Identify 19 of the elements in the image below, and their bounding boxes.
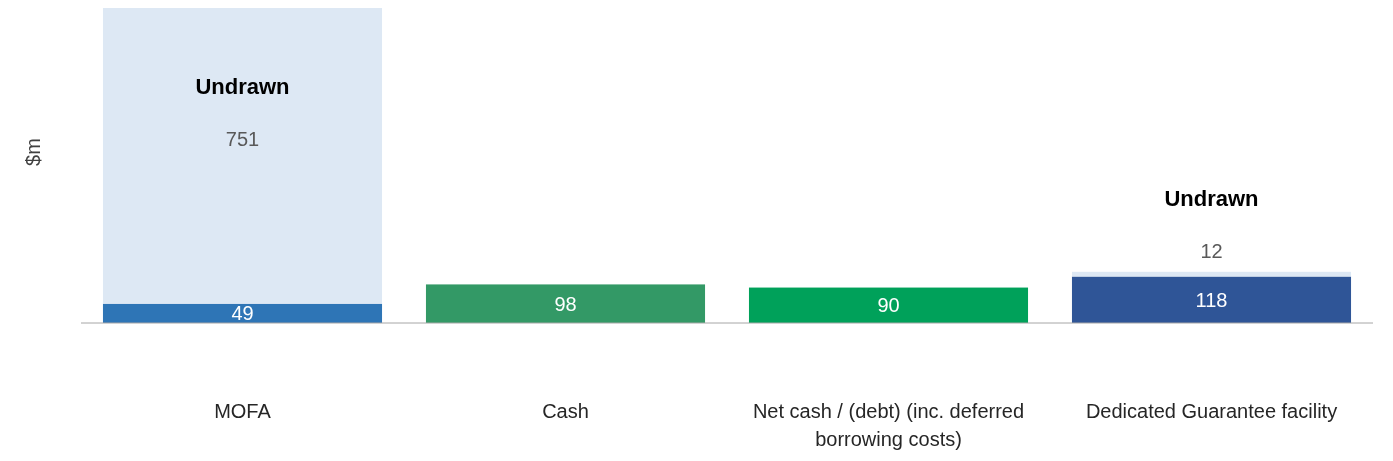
- bar: [102, 8, 383, 304]
- bar: [748, 287, 1029, 323]
- data-label: 98: [554, 292, 577, 315]
- x-tick-label: Cash: [542, 400, 589, 422]
- x-tick-label: MOFA: [214, 400, 272, 422]
- data-label: 49: [231, 302, 254, 325]
- data-label: 118: [1195, 288, 1228, 311]
- bar: [102, 303, 383, 323]
- text: Undrawn: [195, 74, 290, 99]
- data-label: 12: [1200, 239, 1223, 262]
- y-axis-title: $m: [22, 138, 44, 166]
- text: Undrawn: [1164, 185, 1259, 211]
- x-tick-label: Dedicated Guarantee facility: [1085, 400, 1338, 422]
- data-label: 90: [877, 294, 900, 317]
- bar: [1071, 276, 1352, 323]
- bar: [1071, 271, 1352, 277]
- x-tick-label: Net cash / (debt) (inc. deferred borrowing costs): [752, 400, 1025, 450]
- bar: [425, 284, 706, 323]
- data-label: 751: [225, 128, 260, 150]
